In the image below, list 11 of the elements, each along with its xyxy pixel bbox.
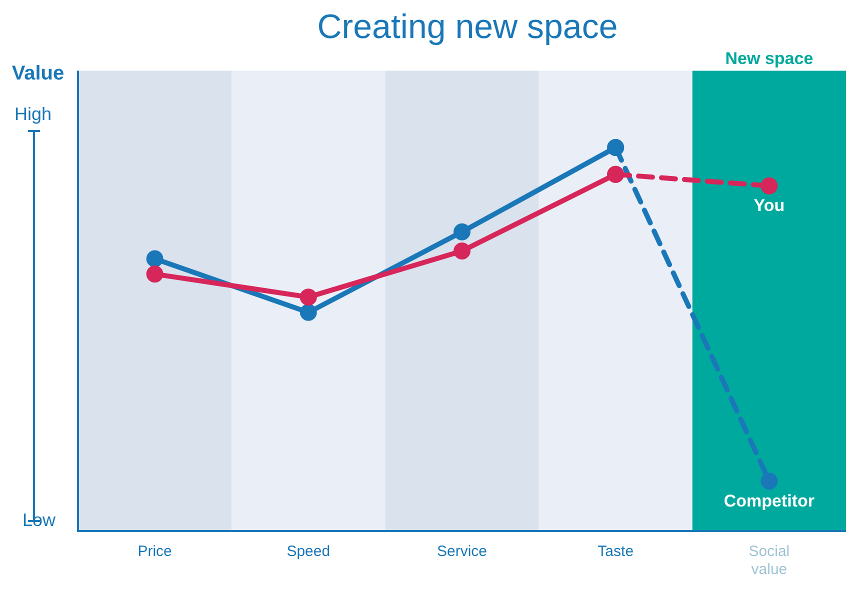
x-tick-label: Speed: [286, 543, 330, 560]
x-tick-label: Taste: [598, 543, 634, 560]
chart-title: Creating new space: [317, 8, 618, 46]
y-axis-title: Value: [12, 62, 64, 84]
text: High: [14, 104, 52, 124]
x-tick-label: Social value: [748, 543, 790, 578]
series-label: You: [754, 196, 785, 216]
x-tick-label: Service: [436, 543, 488, 560]
x-tick-label: Price: [138, 543, 172, 560]
series-label: Competitor: [724, 491, 815, 510]
band-label: New space: [725, 48, 814, 68]
